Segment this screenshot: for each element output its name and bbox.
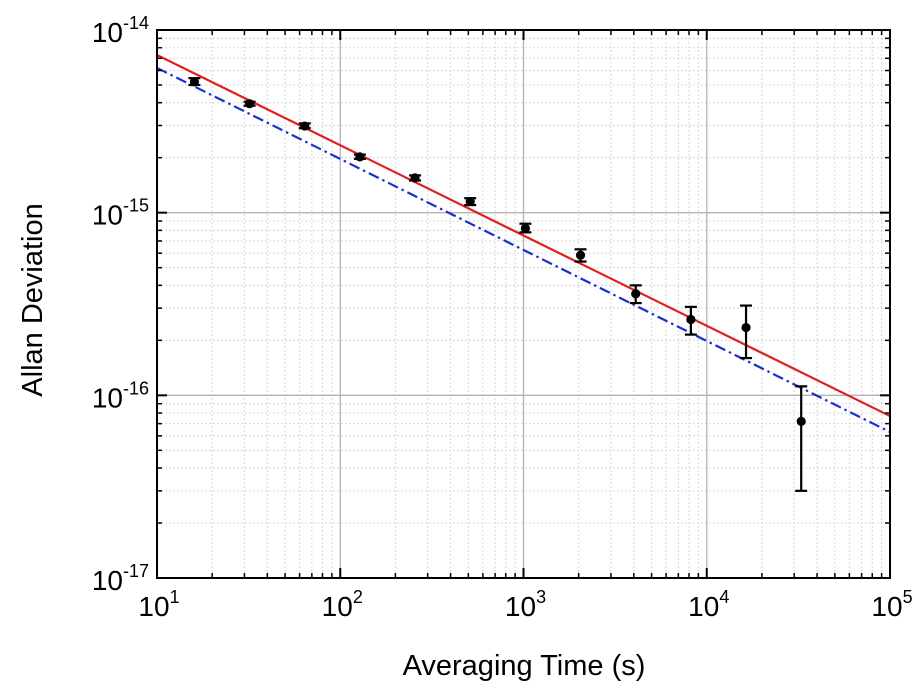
data-point-group [574, 248, 587, 263]
axis-ticks [156, 29, 891, 579]
fit-lines [156, 53, 891, 433]
data-point-group [409, 173, 422, 183]
data-point [796, 416, 806, 426]
x-axis-title: Averaging Time (s) [403, 650, 646, 682]
data-point [465, 196, 475, 207]
y-tick-label: 10-17 [92, 561, 149, 596]
x-tick-label: 105 [871, 587, 912, 622]
data-point [189, 77, 200, 87]
fit-line-red-solid [156, 53, 891, 418]
data-points [188, 77, 808, 492]
data-point-group [684, 305, 697, 336]
tick-labels: 101 102 103 104 105 10-17 10-16 10-15 10-14 [92, 13, 913, 622]
data-point [741, 322, 751, 333]
data-point-group [188, 77, 201, 87]
data-point [520, 223, 530, 234]
data-point [631, 289, 641, 299]
data-point-group [298, 121, 311, 131]
data-point [300, 121, 310, 131]
x-tick-label: 103 [505, 587, 546, 622]
data-point [686, 314, 696, 325]
data-point-group [353, 152, 366, 162]
x-tick-label: 104 [688, 587, 729, 622]
data-point-group [629, 284, 642, 305]
data-point [244, 99, 255, 109]
y-tick-label: 10-16 [92, 378, 149, 413]
data-point [575, 250, 586, 260]
y-tick-label: 10-14 [92, 13, 149, 48]
x-tick-label: 102 [322, 587, 363, 622]
data-point-group [243, 99, 256, 109]
data-point [410, 173, 420, 183]
x-tick-label: 101 [138, 587, 179, 622]
data-point-group [740, 304, 753, 360]
fit-line-blue-dashdot [156, 66, 891, 433]
major-gridlines [157, 30, 890, 578]
data-point-group [519, 222, 532, 234]
data-point-group [464, 196, 477, 207]
minor-gridlines [157, 30, 890, 578]
data-point-group [795, 385, 808, 492]
data-point [355, 152, 365, 162]
y-tick-label: 10-15 [92, 196, 149, 231]
y-axis-title: Allan Deviation [17, 203, 49, 396]
